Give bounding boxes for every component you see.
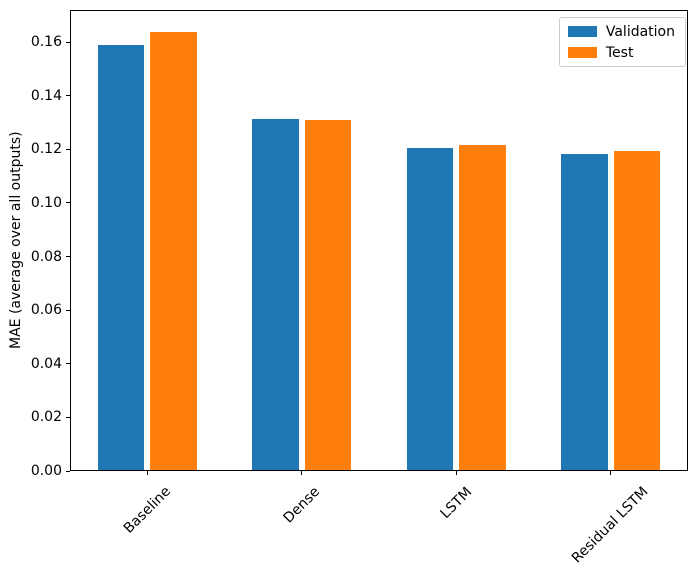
legend-label-test: Test <box>605 44 634 61</box>
y-axis-tick <box>66 470 70 472</box>
y-axis-tick <box>66 363 70 365</box>
legend-swatch-test <box>567 47 597 58</box>
y-axis-tick-label: 0.08 <box>30 248 62 265</box>
y-axis-tick-label: 0.16 <box>30 34 62 51</box>
legend-item-validation: Validation <box>567 23 675 40</box>
legend-item-test: Test <box>567 44 675 61</box>
x-axis-tick-label: Dense <box>280 483 323 527</box>
y-axis-tick <box>66 95 70 97</box>
y-axis-tick-label: 0.00 <box>30 463 62 479</box>
x-axis-tick <box>455 471 457 475</box>
y-axis-tick <box>66 309 70 311</box>
y-axis-tick <box>66 256 70 258</box>
y-axis-tick-label: 0.14 <box>30 87 62 104</box>
y-axis-tick-label: 0.10 <box>30 194 62 211</box>
y-axis-tick-label: 0.02 <box>30 409 62 426</box>
x-axis-tick <box>146 471 148 475</box>
y-axis-tick <box>66 148 70 150</box>
y-axis-tick-label: 0.12 <box>30 141 62 158</box>
y-axis-tick <box>66 41 70 43</box>
bar-validation-baseline <box>97 45 145 470</box>
y-axis-tick <box>66 416 70 418</box>
bar-test-lstm <box>459 144 506 470</box>
legend-swatch-validation <box>567 26 597 37</box>
y-axis-label: MAE (average over all outputs) <box>8 131 24 350</box>
x-axis-tick-label: LSTM <box>437 483 475 522</box>
bar-validation-dense <box>252 119 299 470</box>
x-axis-tick-label: Residual LSTM <box>569 484 652 567</box>
bar-test-dense <box>304 119 352 470</box>
bar-test-baseline <box>150 31 197 470</box>
bar-validation-residual-lstm <box>561 153 608 470</box>
bar-test-residual-lstm <box>613 151 661 470</box>
x-axis-tick <box>610 471 612 475</box>
x-axis-tick <box>301 471 303 475</box>
legend-label-validation: Validation <box>605 23 675 40</box>
x-axis-tick-label: Baseline <box>120 483 174 538</box>
y-axis-tick-label: 0.04 <box>30 355 62 372</box>
y-axis-tick-label: 0.06 <box>30 302 62 319</box>
y-axis-tick <box>66 202 70 204</box>
bar-validation-lstm <box>406 148 454 470</box>
legend: Validation Test <box>558 17 686 67</box>
